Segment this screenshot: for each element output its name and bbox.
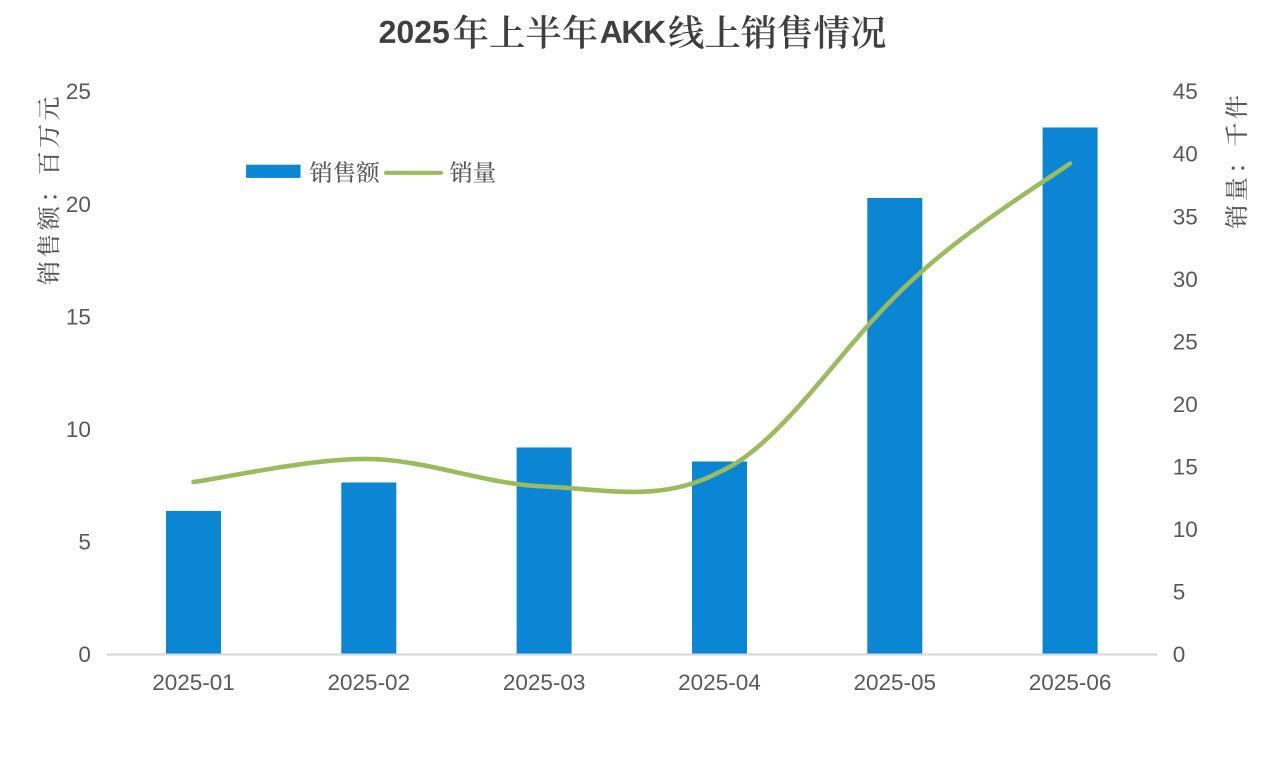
svg-text:20: 20: [1173, 392, 1198, 417]
svg-text:25: 25: [66, 79, 91, 104]
svg-text:0: 0: [78, 642, 91, 667]
svg-text:15: 15: [1173, 455, 1198, 480]
svg-text:10: 10: [66, 417, 91, 442]
svg-text:2025-03: 2025-03: [503, 670, 586, 695]
svg-text:2025-05: 2025-05: [853, 670, 936, 695]
svg-text:40: 40: [1173, 142, 1198, 167]
svg-text:25: 25: [1173, 329, 1198, 354]
svg-text:2025-06: 2025-06: [1029, 670, 1112, 695]
svg-text:10: 10: [1173, 517, 1198, 542]
svg-text:5: 5: [78, 530, 91, 555]
svg-text:0: 0: [1173, 642, 1186, 667]
svg-text:45: 45: [1173, 79, 1198, 104]
svg-text:2025-04: 2025-04: [678, 670, 761, 695]
svg-text:20: 20: [66, 192, 91, 217]
svg-text:5: 5: [1173, 580, 1186, 605]
svg-text:15: 15: [66, 304, 91, 329]
svg-text:2025-01: 2025-01: [152, 670, 235, 695]
svg-text:35: 35: [1173, 204, 1198, 229]
svg-text:2025-02: 2025-02: [328, 670, 411, 695]
svg-text:30: 30: [1173, 267, 1198, 292]
